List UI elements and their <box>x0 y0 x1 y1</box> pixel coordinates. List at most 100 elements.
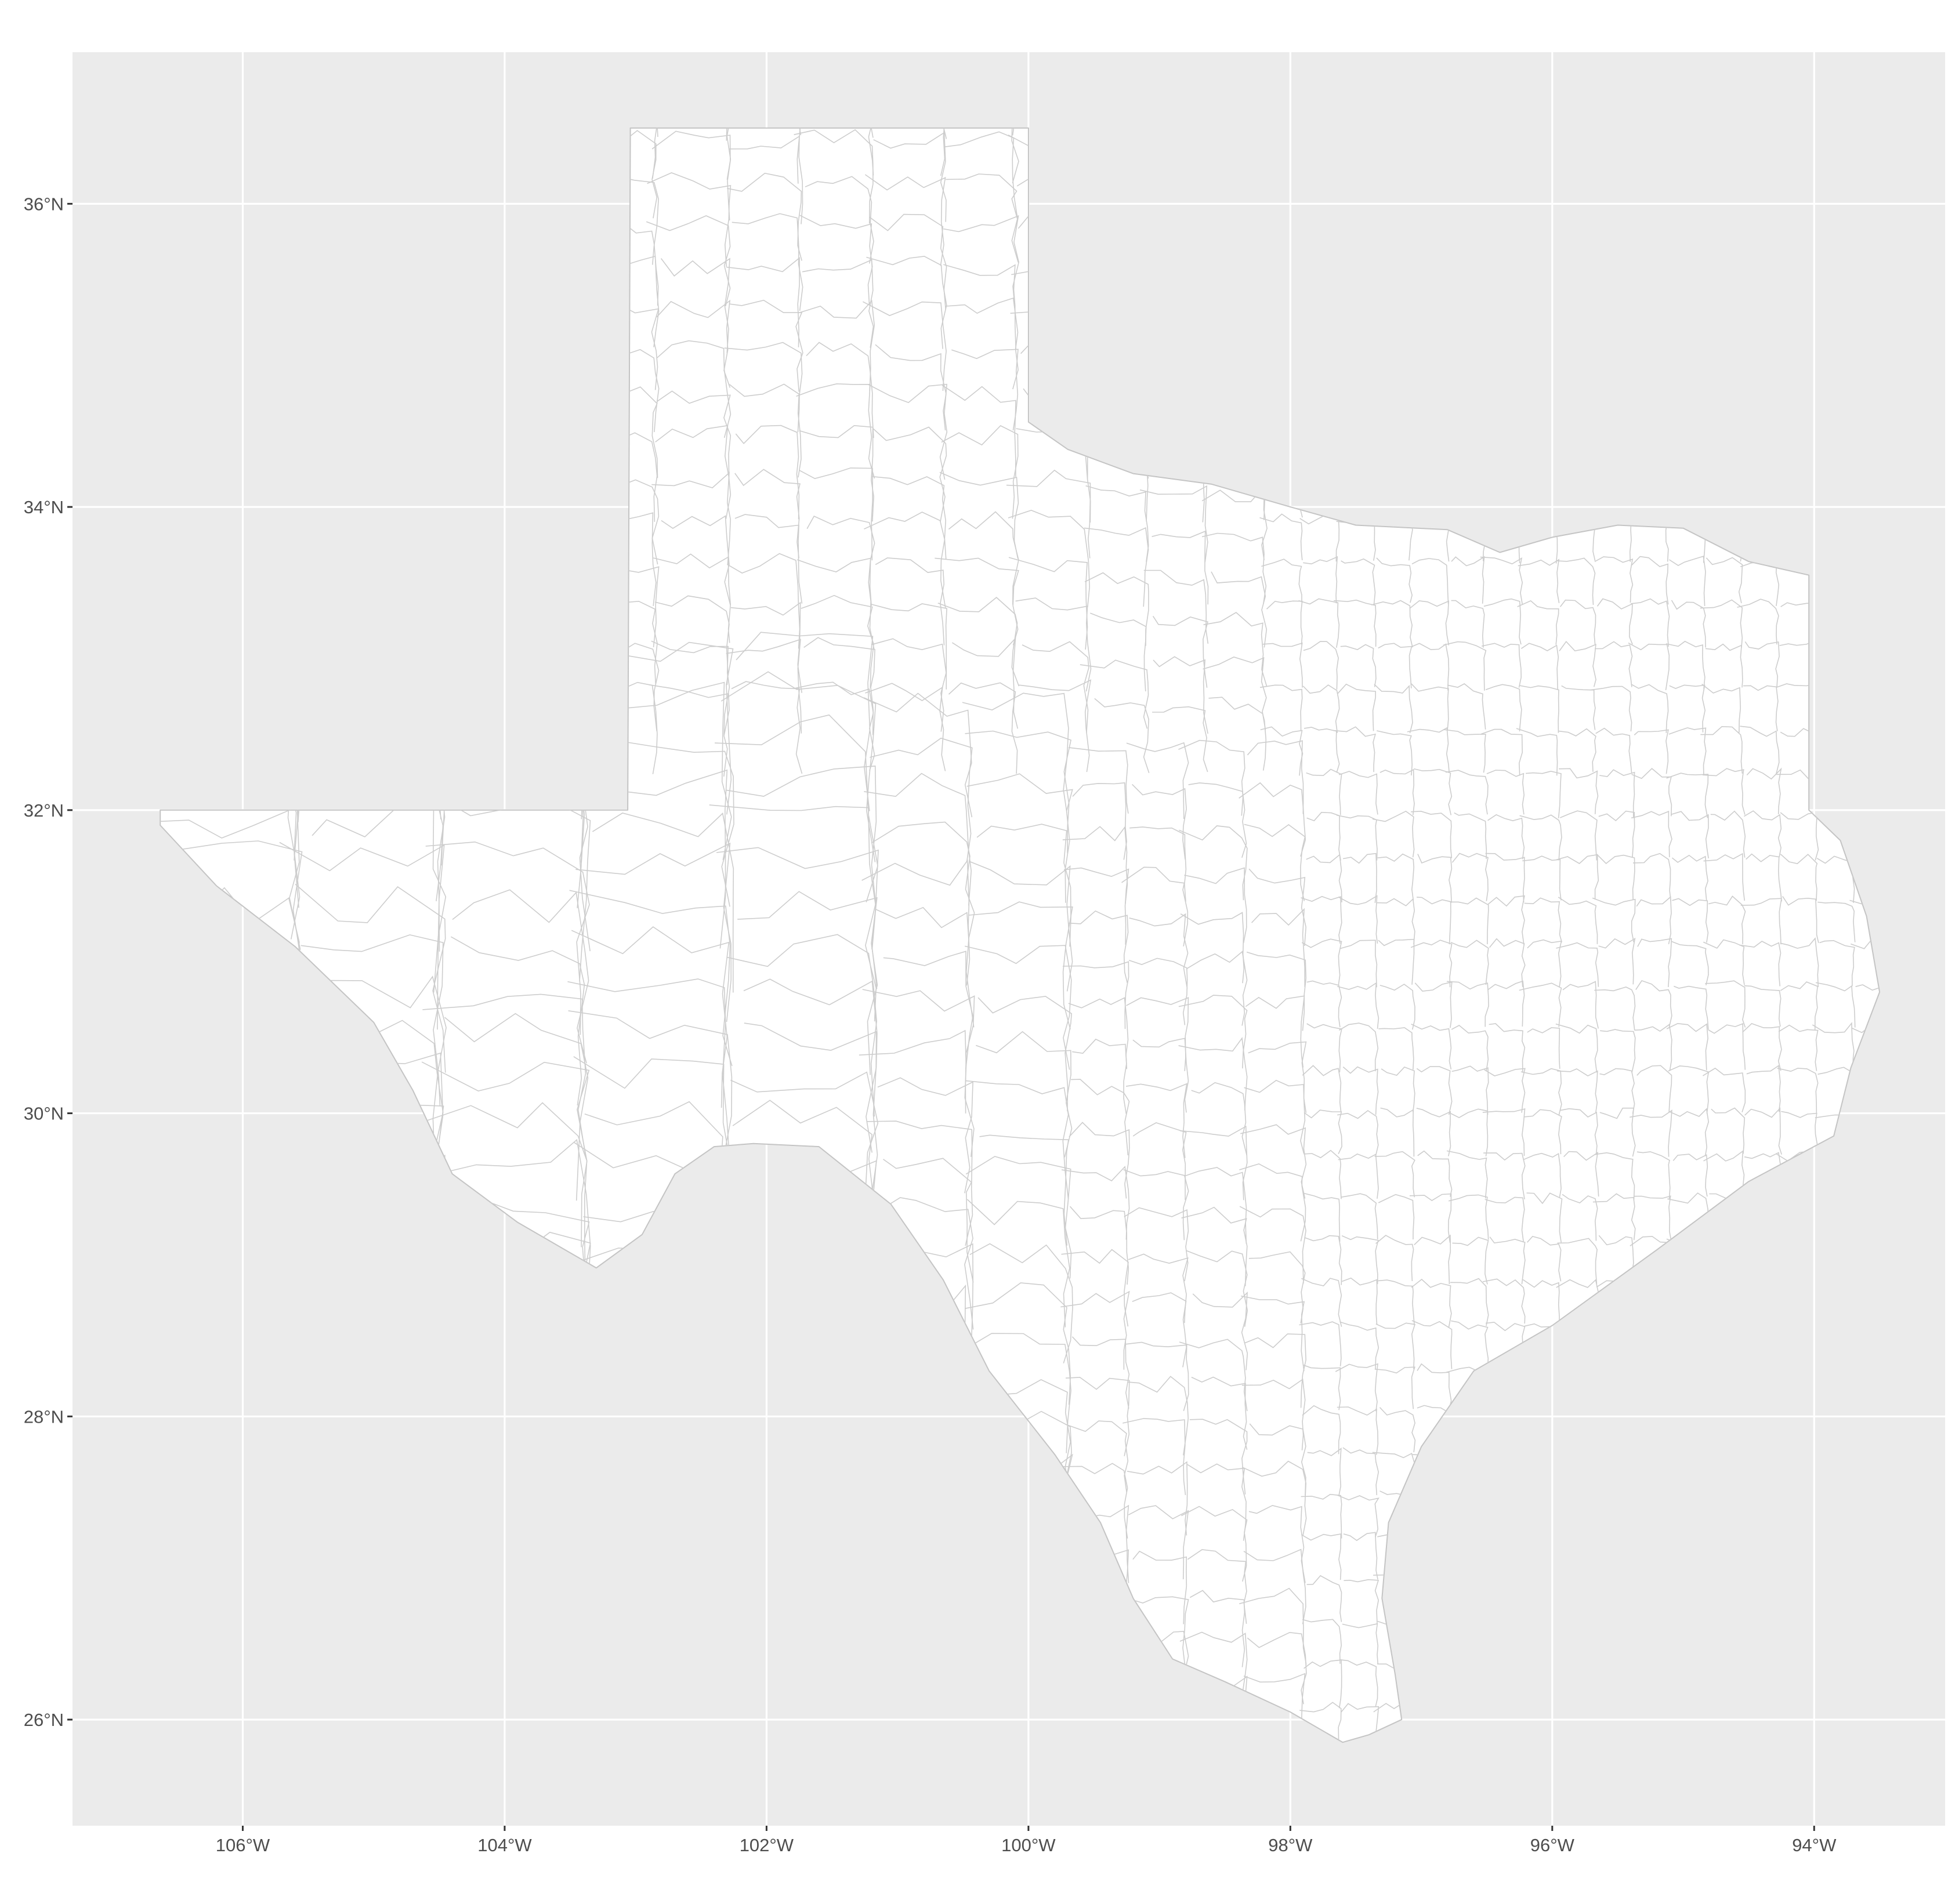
zip-boundary <box>969 861 1073 992</box>
zip-boundary <box>948 511 1019 605</box>
zip-boundary <box>968 901 1073 1030</box>
zip-boundary <box>1381 1066 1415 1112</box>
zip-boundary <box>1344 1579 1379 1624</box>
zip-boundary <box>1563 1151 1599 1197</box>
zip-boundary <box>1480 728 1523 776</box>
zip-boundary <box>1248 1504 1306 1583</box>
zip-boundary <box>1599 769 1635 818</box>
zip-boundary <box>1184 867 1247 944</box>
y-tick-label: 26°N <box>24 1710 64 1730</box>
zip-boundary <box>1558 728 1596 772</box>
zip-boundary <box>1153 656 1208 734</box>
zip-boundary <box>1338 771 1378 815</box>
zip-boundary <box>965 1080 1069 1199</box>
zip-boundary <box>1181 1506 1248 1582</box>
zip-boundary <box>1301 1493 1342 1539</box>
zip-boundary <box>1064 867 1129 945</box>
zip-boundary <box>421 1061 590 1247</box>
zip-boundary <box>1518 558 1560 603</box>
zip-boundary <box>793 681 875 771</box>
zip-boundary <box>969 1243 1073 1363</box>
zip-boundary <box>1152 530 1209 605</box>
zip-boundary <box>794 129 874 224</box>
zip-boundary <box>877 1077 973 1194</box>
zip-boundary <box>1668 556 1706 607</box>
zip-boundary <box>867 128 946 176</box>
zip-boundary <box>939 472 1019 559</box>
zip-boundary <box>1179 1339 1248 1412</box>
zip-boundary <box>1377 853 1415 901</box>
zip-boundary <box>1340 940 1378 988</box>
zip-boundary <box>1181 1206 1248 1286</box>
zip-boundary <box>736 632 874 811</box>
zip-boundary <box>1241 1295 1305 1372</box>
zip-boundary <box>965 730 1072 854</box>
zip-boundary <box>799 215 873 305</box>
zip-boundary <box>965 1156 1072 1279</box>
zip-boundary <box>1065 1377 1130 1456</box>
zip-boundary <box>1303 1364 1341 1410</box>
zip-boundary <box>935 557 1019 645</box>
zip-boundary <box>1702 1067 1746 1112</box>
zip-boundary <box>1008 510 1091 607</box>
zip-boundary <box>744 1022 878 1204</box>
zip-boundary <box>866 256 947 349</box>
zip-boundary <box>1338 895 1378 944</box>
zip-boundary <box>279 842 445 1030</box>
zip-boundary <box>1557 1238 1598 1284</box>
zip-boundary <box>962 1333 1071 1453</box>
x-tick-label: 104°W <box>477 1835 532 1855</box>
zip-boundary <box>1599 1068 1635 1114</box>
zip-boundary <box>727 172 802 261</box>
zip-boundary <box>598 723 734 907</box>
zip-boundary <box>567 978 730 1148</box>
zip-boundary <box>1241 1460 1307 1536</box>
zip-boundary <box>1450 940 1489 985</box>
zip-boundary <box>1452 1236 1489 1285</box>
zip-boundary <box>1562 981 1599 1029</box>
zip-boundary <box>871 476 947 560</box>
zip-boundary <box>1414 1234 1451 1285</box>
zip-boundary <box>1301 938 1342 985</box>
zip-boundary <box>1410 600 1450 645</box>
zip-boundary <box>1342 1277 1378 1325</box>
zip-boundary <box>1378 1194 1415 1240</box>
zip-boundary <box>1516 728 1558 776</box>
zip-boundary <box>581 128 658 179</box>
zip-boundary <box>1447 683 1486 730</box>
zip-boundary <box>873 132 947 222</box>
x-tick-label: 96°W <box>1530 1835 1575 1855</box>
zip-boundary <box>1132 1550 1187 1624</box>
zip-boundary <box>1191 1376 1248 1450</box>
zip-boundary <box>1125 1083 1187 1158</box>
zip-boundary <box>805 176 874 264</box>
zip-boundary <box>1815 982 1856 1028</box>
zip-boundary <box>1303 556 1338 604</box>
zip-boundary <box>1302 1065 1342 1112</box>
zip-boundary <box>1780 937 1819 987</box>
zip-boundary <box>1379 984 1415 1030</box>
zip-boundary <box>1410 940 1453 988</box>
zip-boundary <box>795 128 875 176</box>
zip-boundary <box>1244 1079 1306 1154</box>
zip-boundary <box>1411 1320 1453 1369</box>
zip-boundary <box>1558 897 1598 944</box>
zip-boundary <box>1243 1548 1306 1624</box>
zip-boundary <box>1744 641 1780 688</box>
zip-boundary <box>941 425 1019 519</box>
zip-boundary <box>1526 1192 1563 1243</box>
zip-boundary <box>1069 1206 1129 1285</box>
zip-boundary <box>1634 1195 1672 1242</box>
zip-boundary <box>1487 895 1525 945</box>
zip-boundary <box>1589 686 1632 732</box>
zip-boundary <box>1178 995 1248 1069</box>
zip-boundary <box>1708 1023 1746 1070</box>
zip-boundary <box>1489 1236 1526 1285</box>
zip-boundary <box>1179 1631 1248 1707</box>
zip-boundary <box>1817 901 1856 942</box>
y-tick-label: 36°N <box>24 194 64 214</box>
zip-boundary <box>1065 1420 1129 1493</box>
y-tick-label: 32°N <box>24 800 64 821</box>
zip-boundary <box>1378 1027 1414 1070</box>
zip-boundary <box>1068 997 1129 1069</box>
